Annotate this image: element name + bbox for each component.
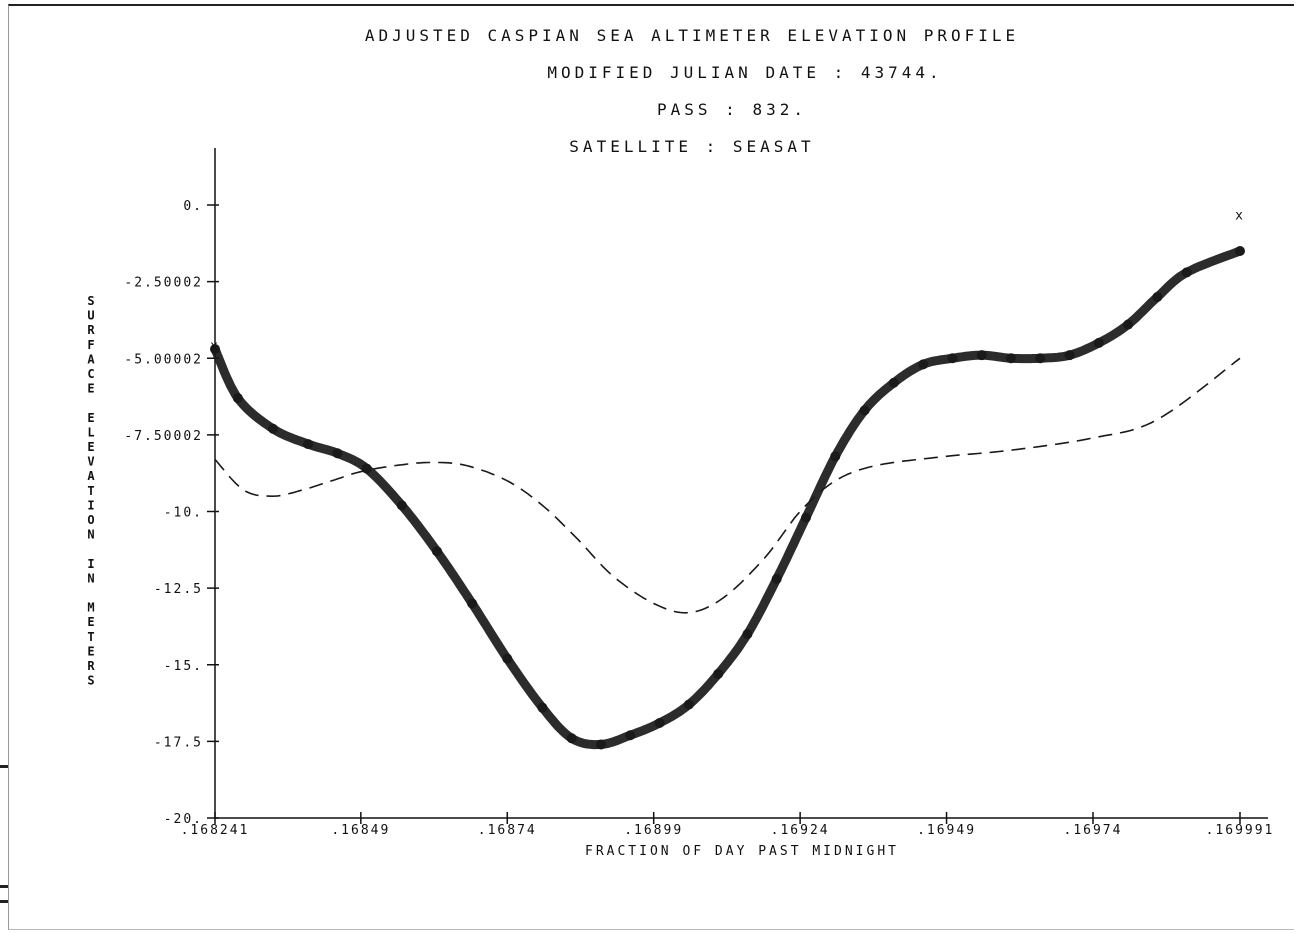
y-axis-label-char: E [87, 615, 94, 629]
data-point [742, 629, 753, 640]
y-tick-label: -20. [164, 812, 203, 827]
x-tick-label: .16924 [771, 823, 830, 838]
y-tick-label: -17.5 [154, 735, 203, 750]
y-axis-label-char: M [87, 601, 94, 615]
x-axis-label: FRACTION OF DAY PAST MIDNIGHT [585, 844, 899, 859]
y-axis-label-char: N [87, 528, 94, 542]
data-point [210, 344, 220, 355]
data-point [800, 512, 811, 523]
x-tick-label: .168241 [181, 823, 250, 838]
data-point [1005, 353, 1016, 364]
y-axis-label-char: T [87, 484, 94, 498]
data-point [595, 739, 606, 750]
y-axis-label-char: E [87, 382, 94, 396]
data-point [232, 393, 243, 404]
data-point [1181, 267, 1192, 278]
data-point [976, 350, 987, 361]
edge-mark [0, 900, 8, 903]
edge-mark [0, 885, 8, 888]
data-point [267, 423, 278, 434]
y-axis-label-char: F [87, 338, 94, 352]
y-axis-label-char: A [87, 469, 95, 483]
plot-frame [8, 4, 1294, 930]
chart-subtitle-satellite: SATELLITE : SEASAT [569, 137, 814, 156]
data-point [1123, 319, 1134, 330]
point-marker-x: x [1235, 209, 1245, 224]
data-point [625, 730, 636, 741]
y-axis-label-char: U [87, 309, 94, 323]
y-axis-label-char: R [87, 659, 95, 673]
x-tick-label: .16849 [331, 823, 390, 838]
y-tick-label: -2.50002 [124, 276, 203, 291]
data-point [467, 598, 478, 609]
data-point [1035, 353, 1046, 364]
data-point [830, 451, 841, 462]
chart-subtitle-pass: PASS : 832. [657, 100, 807, 119]
edge-mark [0, 765, 8, 768]
data-point [537, 702, 548, 713]
y-axis-label-char: C [87, 367, 94, 381]
y-tick-label: -10. [164, 506, 203, 521]
data-point [396, 500, 407, 511]
data-point [771, 573, 782, 584]
data-point [683, 699, 694, 710]
y-axis-label-char: V [87, 455, 94, 469]
chart-title: ADJUSTED CASPIAN SEA ALTIMETER ELEVATION… [365, 26, 1019, 45]
y-axis-label-char: S [87, 294, 94, 308]
y-tick-label: -12.5 [154, 582, 203, 597]
y-axis-label-char: T [87, 630, 94, 644]
data-point [502, 653, 513, 664]
y-tick-label: -15. [164, 659, 203, 674]
y-axis-label-char: I [87, 498, 94, 512]
data-point [332, 448, 343, 459]
series-measured-line [210, 246, 1245, 750]
y-axis-label-char: A [87, 352, 95, 366]
y-axis-label-char: E [87, 644, 94, 658]
y-axis-label-char: S [87, 674, 94, 688]
x-tick-label: .16974 [1064, 823, 1123, 838]
x-tick-label: .16899 [624, 823, 683, 838]
y-axis-label-char: R [87, 323, 95, 337]
data-point [566, 733, 577, 744]
y-axis-label-char: N [87, 571, 94, 585]
point-marker-x: x [210, 339, 220, 354]
data-point [1093, 337, 1104, 348]
y-axis-label-char: I [87, 557, 94, 571]
data-point [431, 546, 442, 557]
data-point [859, 405, 870, 416]
series-dashed-line [214, 357, 1241, 614]
data-point [888, 377, 899, 388]
y-axis-label-char: L [87, 425, 94, 439]
data-point [947, 353, 958, 364]
y-axis-label-char: E [87, 440, 94, 454]
data-point [361, 463, 372, 474]
y-tick-label: 0. [183, 199, 203, 214]
y-tick-label: -7.50002 [124, 429, 203, 444]
x-tick-label: .169991 [1206, 823, 1275, 838]
data-point [1235, 245, 1245, 256]
y-axis-label-char: O [87, 513, 94, 527]
y-axis-label-char: E [87, 411, 94, 425]
data-point [303, 439, 314, 450]
y-tick-label: -5.00002 [124, 352, 203, 367]
data-point [918, 359, 929, 370]
chart-subtitle-date: MODIFIED JULIAN DATE : 43744. [547, 63, 942, 82]
data-point [713, 668, 724, 679]
data-point [1064, 350, 1075, 361]
data-point [654, 717, 665, 728]
data-point [1152, 291, 1163, 302]
x-tick-label: .16949 [917, 823, 976, 838]
x-tick-label: .16874 [478, 823, 537, 838]
